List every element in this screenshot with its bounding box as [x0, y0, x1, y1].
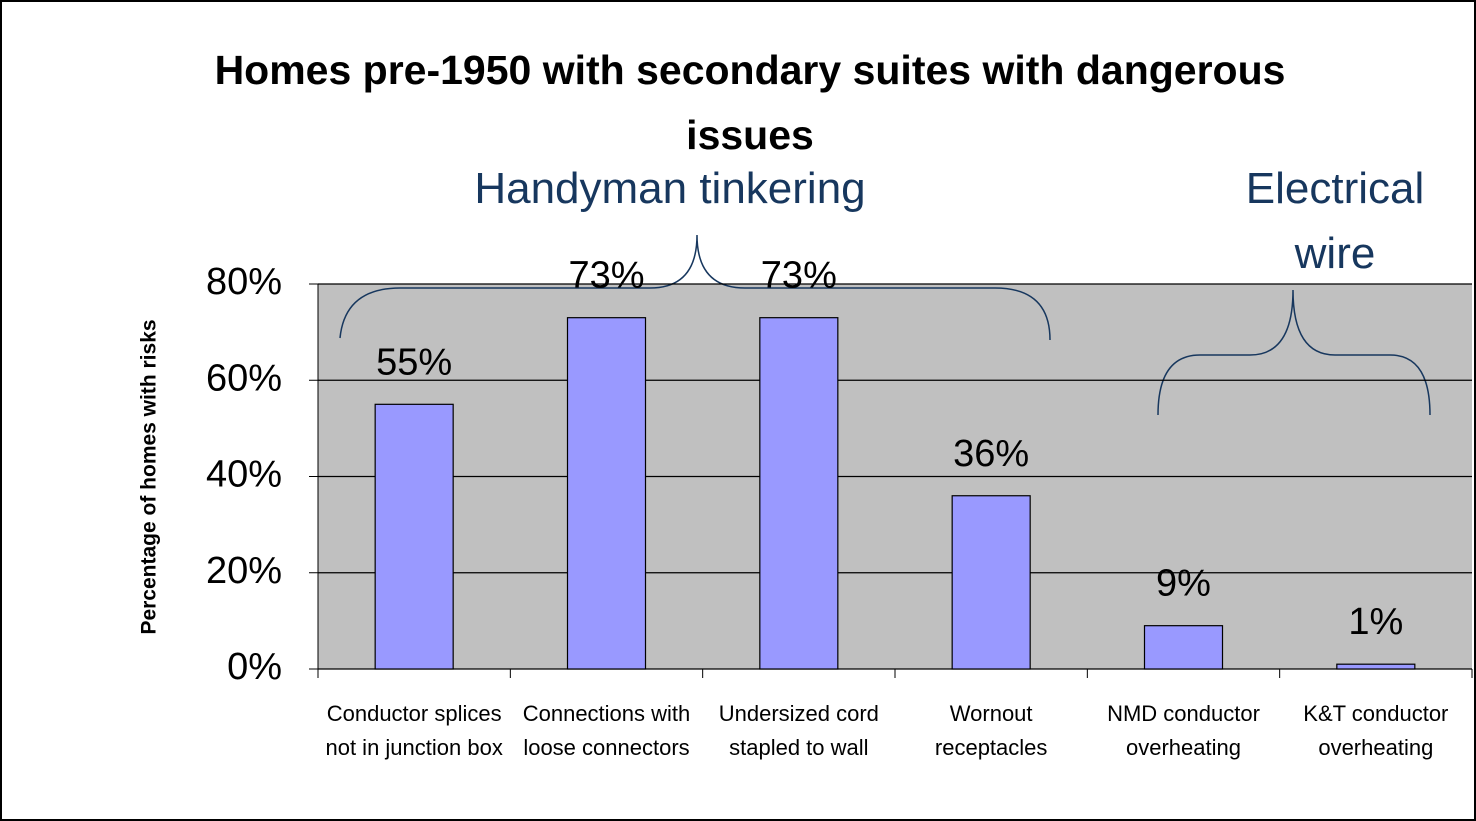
y-tick-label: 40%: [206, 454, 282, 496]
x-tick-label: NMD conductor overheating: [1107, 701, 1260, 760]
brace: [1157, 289, 1431, 416]
bar: [566, 317, 647, 670]
bar: [374, 403, 454, 670]
data-label: 36%: [953, 433, 1029, 475]
y-tick-label: 80%: [206, 261, 282, 303]
data-label: 9%: [1156, 563, 1211, 605]
bar: [1336, 663, 1416, 670]
data-label: 55%: [376, 341, 452, 383]
annotation: Handyman tinkering: [474, 164, 866, 213]
brace: [339, 234, 1051, 341]
data-label: 1%: [1348, 601, 1403, 643]
y-axis-label: Percentage of homes with risks: [138, 319, 161, 634]
data-label: 73%: [761, 255, 837, 297]
x-tick-label: Wornout receptacles: [934, 701, 1048, 760]
x-tick-label: Conductor splices not in junction box: [325, 701, 503, 760]
x-tick-label: Connections with loose connectors: [522, 701, 691, 760]
chart-title: Homes pre-1950 with secondary suites wit…: [214, 47, 1286, 158]
bar: [1143, 625, 1224, 670]
bar: [759, 317, 839, 670]
y-tick-label: 0%: [227, 646, 282, 688]
bar: [951, 495, 1031, 670]
x-tick-label: K&T conductor overheating: [1303, 701, 1449, 760]
annotation: Electrical wire: [1245, 164, 1425, 278]
data-label: 73%: [568, 255, 644, 297]
x-tick-label: Undersized cord stapled to wall: [718, 701, 879, 760]
y-tick-label: 60%: [206, 357, 282, 399]
y-tick-label: 20%: [206, 550, 282, 592]
